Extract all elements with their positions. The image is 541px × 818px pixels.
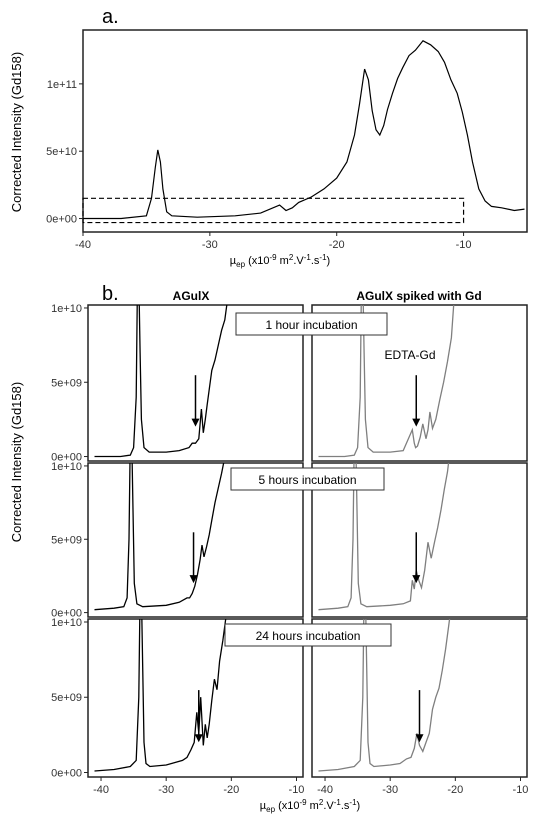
- column-title-agulx-spiked: AGulX spiked with Gd: [356, 289, 481, 303]
- panel-b-x-axis-label: µep (x10-9 m2.V-1.s-1): [260, 798, 360, 814]
- arrow-head: [191, 418, 200, 427]
- row-label-box: [230, 467, 385, 491]
- panel-b-plot: 0e+005e+091e+100e+005e+091e+100e+005e+09…: [51, 303, 529, 796]
- y-tick-label: 0e+00: [46, 214, 77, 226]
- x-tick-label: -20: [223, 784, 239, 796]
- row-label: 24 hours incubation: [256, 629, 361, 643]
- row-label: 5 hours incubation: [258, 473, 356, 487]
- y-tick-label: 5e+09: [51, 534, 82, 546]
- y-tick-label: 5e+09: [51, 377, 82, 389]
- arrow-head: [415, 734, 424, 743]
- panel-a-x-axis-label: µep (x10-9 m2.V-1.s-1): [230, 253, 330, 269]
- arrow-head: [412, 575, 421, 584]
- panel-a-plot: 0e+00 5e+10 1e+11 -40 -30 -20 -10: [46, 29, 528, 251]
- x-tick-label: -10: [513, 784, 529, 796]
- x-tick-label: -30: [202, 239, 218, 251]
- x-tick-label: -10: [289, 784, 305, 796]
- row-label: 1 hour incubation: [265, 318, 357, 332]
- y-tick-label: 1e+10: [51, 303, 82, 315]
- y-tick-label: 0e+00: [51, 767, 82, 779]
- y-tick-label: 1e+10: [51, 617, 82, 629]
- column-title-agulx: AGulX: [173, 289, 210, 303]
- x-tick-label: -10: [456, 239, 472, 251]
- x-tick-label: -30: [382, 784, 398, 796]
- spectrum-line: [94, 619, 227, 772]
- x-tick-label: -40: [93, 784, 109, 796]
- y-tick-label: 5e+09: [51, 692, 82, 704]
- zoom-region-box: [82, 197, 465, 224]
- spectrum-line: [94, 463, 225, 611]
- x-tick-label: -30: [158, 784, 174, 796]
- y-tick-label: 0e+00: [51, 608, 82, 620]
- y-tick-label: 0e+00: [51, 452, 82, 464]
- arrow-head: [189, 575, 198, 584]
- y-tick-label: 5e+10: [46, 146, 77, 158]
- y-tick-label: 1e+10: [51, 461, 82, 473]
- spectrum-line: [83, 40, 525, 220]
- x-tick-label: -20: [329, 239, 345, 251]
- x-tick-label: -20: [447, 784, 463, 796]
- panel-b-label: b.: [102, 283, 119, 305]
- x-tick-label: -40: [317, 784, 333, 796]
- edta-gd-annotation: EDTA-Gd: [384, 348, 435, 362]
- panel-a-label: a.: [102, 6, 119, 28]
- arrow-head: [194, 734, 203, 743]
- y-tick-label: 1e+11: [47, 79, 77, 91]
- panel-a-frame: [82, 29, 528, 233]
- row-label-box: [224, 623, 392, 647]
- x-tick-label: -40: [75, 239, 91, 251]
- arrow-head: [412, 418, 421, 427]
- spectrum-line: [94, 305, 228, 458]
- row-label-box: [235, 312, 388, 336]
- panel-a-y-axis-label: Corrected Intensity (Gd158): [9, 52, 24, 212]
- panel-b-y-axis-label: Corrected Intensity (Gd158): [9, 382, 24, 542]
